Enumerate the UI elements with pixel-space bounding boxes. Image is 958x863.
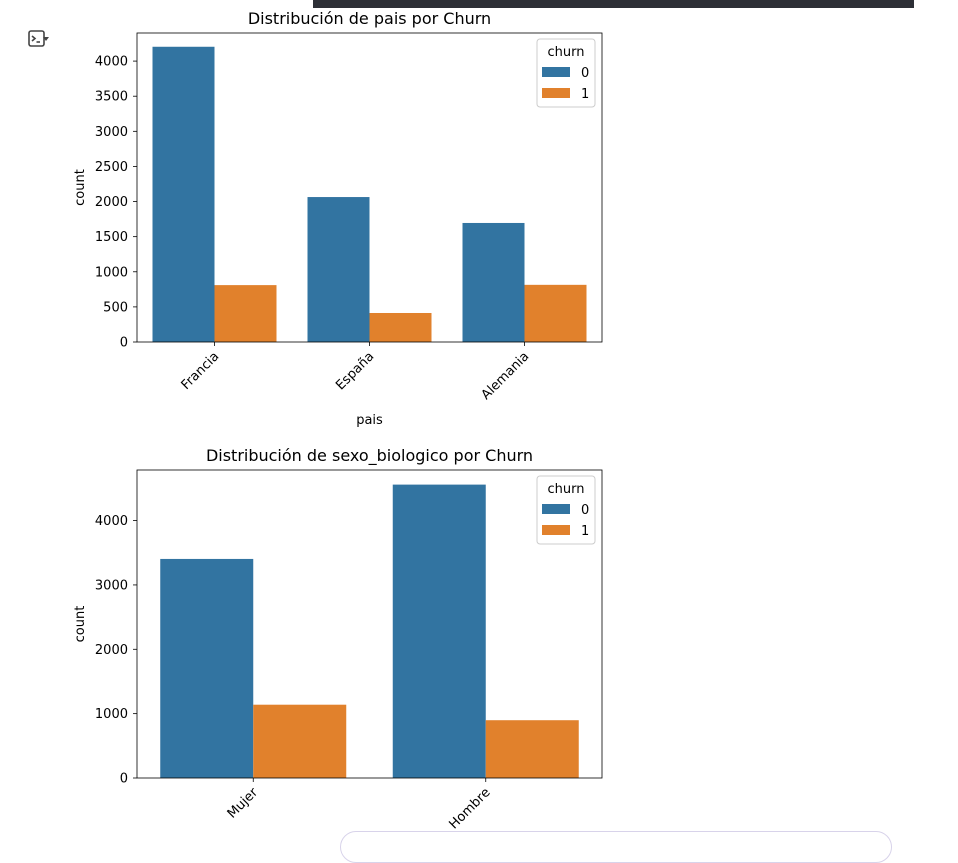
bar-españa-churn-0 — [307, 197, 370, 342]
chart-title: Distribución de sexo_biologico por Churn — [206, 446, 533, 466]
y-tick-label: 1500 — [95, 230, 128, 245]
y-tick-label: 4000 — [95, 514, 128, 529]
bar-francia-churn-0 — [152, 46, 215, 342]
bar-hombre-churn-1 — [485, 720, 579, 778]
legend-title: churn — [548, 45, 585, 60]
y-axis-label: count — [73, 169, 88, 206]
bar-francia-churn-1 — [214, 285, 277, 342]
x-tick-label-españa: España — [333, 349, 377, 393]
legend-label-1: 1 — [581, 524, 589, 539]
x-tick-label-mujer: Mujer — [225, 785, 262, 822]
y-tick-label: 2000 — [95, 643, 128, 658]
y-tick-label: 2500 — [95, 160, 128, 175]
legend-swatch-1 — [542, 525, 570, 535]
y-tick-label: 3000 — [95, 578, 128, 593]
plot-frame — [136, 469, 603, 779]
bar-mujer-churn-1 — [253, 704, 347, 778]
legend-swatch-1 — [542, 88, 570, 98]
bar-mujer-churn-0 — [160, 558, 254, 778]
top-dark-bar — [313, 0, 914, 8]
y-tick-label: 3500 — [95, 90, 128, 105]
bar-españa-churn-1 — [369, 312, 432, 342]
x-tick-label-alemania: Alemania — [479, 349, 533, 403]
x-axis-label: pais — [356, 413, 383, 428]
output-options-icon[interactable] — [28, 30, 50, 50]
y-tick-label: 500 — [103, 300, 128, 315]
bar-hombre-churn-0 — [392, 484, 486, 778]
bar-alemania-churn-0 — [462, 222, 525, 342]
legend-swatch-0 — [542, 504, 570, 514]
chart-title: Distribución de pais por Churn — [248, 9, 491, 28]
legend-title: churn — [548, 482, 585, 497]
y-tick-label: 4000 — [95, 55, 128, 70]
legend-label-0: 0 — [581, 503, 589, 518]
y-axis-label: count — [73, 606, 88, 643]
x-tick-label-francia: Francia — [179, 349, 223, 393]
legend-label-1: 1 — [581, 87, 589, 102]
y-tick-label: 2000 — [95, 195, 128, 210]
bar-alemania-churn-1 — [524, 284, 587, 342]
chart-pais-churn: Distribución de pais por Churn 0 500 1000 15… — [73, 9, 603, 428]
legend-swatch-0 — [542, 67, 570, 77]
x-tick-label-hombre: Hombre — [446, 785, 493, 832]
y-tick-label: 1000 — [95, 265, 128, 280]
y-tick-label: 0 — [120, 336, 128, 351]
y-tick-label: 1000 — [95, 707, 128, 722]
bottom-input-pill[interactable] — [340, 831, 892, 863]
y-tick-label: 3000 — [95, 125, 128, 140]
legend-label-0: 0 — [581, 66, 589, 81]
y-tick-label: 0 — [120, 772, 128, 787]
chart-sexo-churn: Distribución de sexo_biologico por Churn… — [73, 446, 603, 832]
